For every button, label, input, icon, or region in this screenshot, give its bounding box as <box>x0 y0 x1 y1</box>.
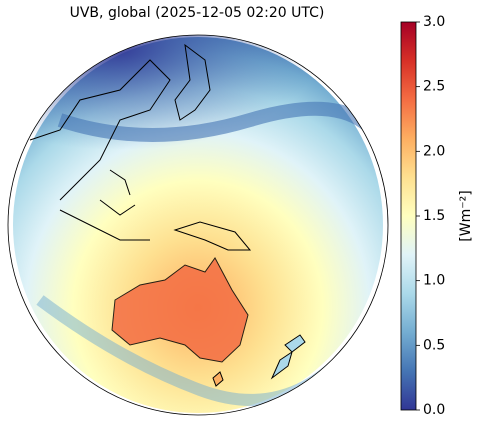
colorbar-tick-label: 0.5 <box>423 337 445 353</box>
new-zealand <box>270 334 306 380</box>
colorbar-tick-label: 3.0 <box>423 14 445 30</box>
colorbar-tick-label: 2.0 <box>423 143 445 159</box>
new-guinea <box>173 221 252 251</box>
asia-coast <box>29 59 171 201</box>
maritime-asia-coast <box>59 169 150 241</box>
australia <box>111 257 249 363</box>
map-title: UVB, global (2025-12-05 02:20 UTC) <box>70 5 325 21</box>
colorbar-tick-label: 1.0 <box>423 273 445 289</box>
colorbar <box>400 21 417 411</box>
colorbar-label: [Wm⁻²] <box>458 190 474 241</box>
globe-outline <box>7 34 389 416</box>
colorbar-tick-label: 2.5 <box>423 79 445 95</box>
tasmania <box>212 371 224 387</box>
japan <box>174 43 211 121</box>
globe <box>8 35 388 415</box>
cloud-band <box>57 101 386 144</box>
colorbar-tick-label: 0.0 <box>423 402 445 418</box>
colorbar-tick-label: 1.5 <box>423 208 445 224</box>
